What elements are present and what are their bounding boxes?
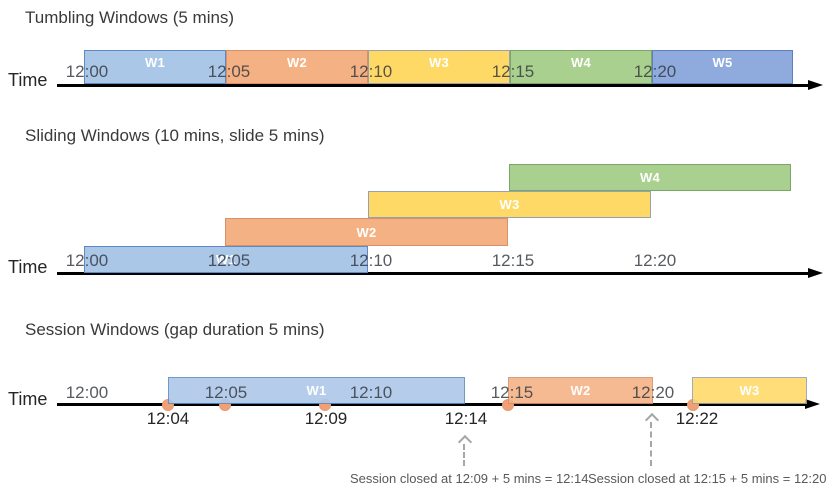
event-time-label: 12:04 — [146, 409, 190, 428]
tumbling-window-w3: W3 — [368, 50, 510, 84]
session-close-note-1: Session closed at 12:09 + 5 mins = 12:14 — [350, 471, 589, 486]
tick-label: 12:05 — [207, 62, 251, 81]
event-time-label: 12:09 — [304, 409, 348, 428]
session-window-w1: W1 — [168, 377, 465, 404]
window-label: W3 — [739, 383, 760, 398]
sliding-window-w2: W2 — [225, 218, 508, 246]
session-window-w2: W2 — [508, 377, 653, 404]
tumbling-window-w4: W4 — [510, 50, 652, 84]
window-label: W4 — [570, 55, 592, 70]
tumbling-window-w5: W5 — [652, 50, 793, 84]
session-title: Session Windows (gap duration 5 mins) — [25, 320, 325, 339]
window-label: W3 — [499, 197, 520, 212]
tick-label: 12:20 — [633, 62, 677, 81]
tick-label: 12:00 — [65, 62, 109, 81]
tick-label: 12:15 — [491, 251, 535, 270]
window-label: W1 — [144, 55, 166, 70]
window-label: W5 — [712, 55, 733, 70]
session-time-label: Time — [8, 389, 48, 409]
event-time-label: 12:14 — [444, 409, 488, 428]
sliding-axis-arrow-icon — [808, 268, 823, 278]
sliding-time-label: Time — [8, 257, 48, 277]
tick-label: 12:10 — [349, 251, 393, 270]
session-window-w3: W3 — [692, 377, 807, 404]
tick-label: 12:00 — [65, 383, 109, 402]
tumbling-time-label: Time — [8, 70, 48, 90]
tumbling-title: Tumbling Windows (5 mins) — [25, 8, 235, 27]
sliding-window-w3: W3 — [368, 191, 651, 218]
tick-label: 12:05 — [204, 383, 248, 402]
tick-label: 12:20 — [631, 383, 675, 402]
window-label: W1 — [215, 252, 237, 267]
tumbling-window-w2: W2 — [226, 50, 368, 84]
sliding-title: Sliding Windows (10 mins, slide 5 mins) — [25, 126, 325, 145]
session-time-axis — [57, 403, 807, 406]
window-label: W2 — [570, 383, 591, 398]
tick-label: 12:15 — [490, 383, 534, 402]
tick-label: 12:15 — [491, 62, 535, 81]
tumbling-time-axis — [57, 84, 810, 87]
arrow-shaft — [650, 422, 658, 466]
tick-label: 12:10 — [349, 62, 393, 81]
window-label: W4 — [639, 170, 661, 185]
session-close-note-2: Session closed at 12:15 + 5 mins = 12:20 — [588, 471, 827, 486]
arrow-shaft — [463, 444, 471, 466]
session-close-arrow-1 — [457, 434, 473, 466]
session-axis-arrow-icon — [805, 399, 820, 409]
window-label: W2 — [356, 224, 377, 240]
window-label: W3 — [428, 55, 450, 70]
tick-label: 12:10 — [349, 383, 393, 402]
window-label: W2 — [286, 55, 308, 70]
event-time-label: 12:22 — [675, 409, 719, 428]
tick-label: 12:00 — [65, 251, 109, 270]
window-label: W1 — [306, 383, 327, 398]
sliding-window-w1: W1 — [84, 246, 368, 273]
sliding-time-axis — [57, 272, 810, 275]
tick-label: 12:05 — [207, 251, 251, 270]
tumbling-axis-arrow-icon — [808, 80, 823, 90]
tick-label: 12:20 — [633, 251, 677, 270]
tumbling-window-w1: W1 — [84, 50, 226, 84]
sliding-window-w4: W4 — [509, 164, 791, 191]
session-close-arrow-2 — [644, 412, 660, 466]
